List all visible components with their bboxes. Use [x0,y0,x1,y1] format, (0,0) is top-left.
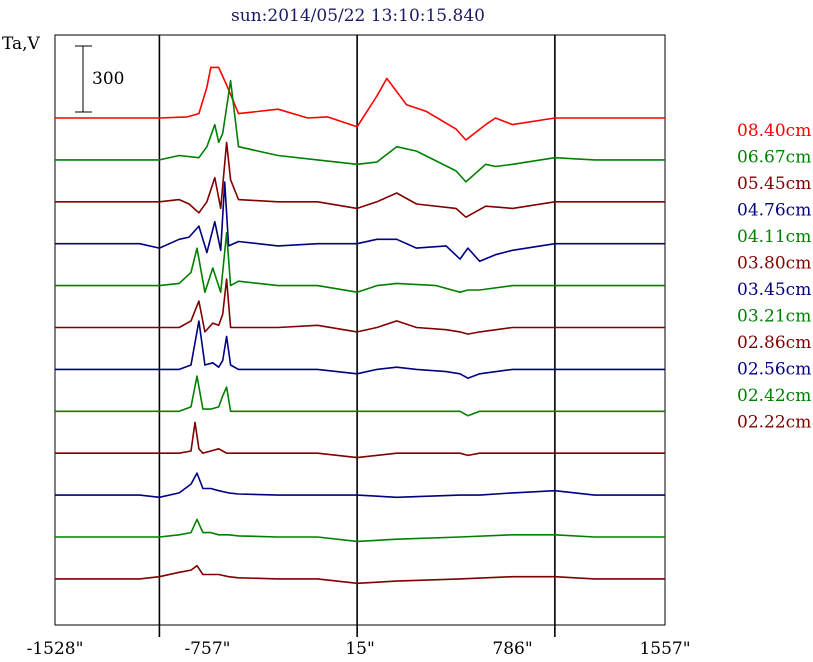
legend-entry-03.80cm: 03.80cm [737,254,811,274]
chart-title: sun:2014/05/22 13:10:15.840 [231,6,485,26]
legend-entry-04.11cm: 04.11cm [737,227,811,247]
x-tick-label-2: 15" [345,639,374,659]
scale-bar-label: 300 [92,69,124,89]
x-tick-label-4: 1557" [639,639,690,659]
series-group [55,66,665,585]
legend-entry-02.22cm: 02.22cm [737,413,811,433]
series-line-04.76cm [55,181,665,263]
plot-frame [54,34,666,626]
y-axis-label: Ta,V [2,34,41,54]
series-line-02.86cm [55,421,665,459]
series-line-03.45cm [55,320,665,379]
legend-entry-08.40cm: 08.40cm [737,121,811,141]
legend-entry-05.45cm: 05.45cm [737,174,811,194]
legend-entry-06.67cm: 06.67cm [737,148,811,168]
x-tick-label-0: -1528" [27,639,84,659]
x-tick-label-1: -757" [184,639,230,659]
series-line-02.56cm [55,472,665,499]
series-line-08.40cm [55,66,665,141]
legend-entry-02.42cm: 02.42cm [737,386,811,406]
legend-entry-03.21cm: 03.21cm [737,307,811,327]
legend-entry-04.76cm: 04.76cm [737,201,811,221]
series-line-04.11cm [55,232,665,293]
legend-entry-02.56cm: 02.56cm [737,360,811,380]
legend: 08.40cm 06.67cm 05.45cm 04.76cm 04.11cm 03.80… [737,121,811,433]
legend-entry-02.86cm: 02.86cm [737,333,811,353]
series-line-02.22cm [55,564,665,585]
series-line-06.67cm [55,79,665,183]
series-line-02.42cm [55,518,665,543]
series-line-03.21cm [55,375,665,417]
scale-bar: 300 [75,45,124,113]
series-line-05.45cm [55,141,665,218]
legend-entry-03.45cm: 03.45cm [737,280,811,300]
series-line-03.80cm [55,278,665,335]
x-tick-labels: -1528" -757" 15" 786" 1557" [27,639,691,659]
x-tick-label-3: 786" [492,639,532,659]
